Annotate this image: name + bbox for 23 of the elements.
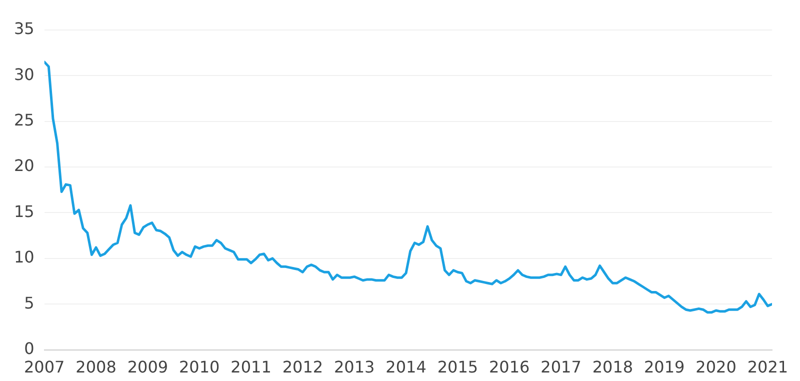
y-tick-label: 15 (14, 202, 34, 221)
y-tick-label: 20 (14, 156, 34, 176)
x-tick-label: 2017 (540, 358, 582, 377)
y-tick-label: 35 (14, 19, 34, 38)
x-tick-label: 2015 (437, 358, 478, 377)
y-tick-label: 5 (24, 293, 34, 312)
x-tick-label: 2013 (334, 358, 375, 377)
x-tick-label: 2021 (747, 358, 788, 377)
y-tick-label: 0 (24, 338, 34, 358)
x-tick-label: 2014 (386, 358, 426, 377)
x-tick-label: 2019 (644, 358, 685, 377)
y-tick-label: 25 (14, 110, 34, 130)
y-tick-label: 10 (14, 248, 34, 267)
x-tick-label: 2010 (179, 358, 220, 377)
y-tick-label: 30 (14, 64, 34, 84)
x-tick-label: 2012 (282, 358, 324, 377)
x-tick-label: 2011 (230, 358, 272, 377)
x-tick-label: 2020 (696, 358, 736, 377)
x-tick-label: 2016 (489, 358, 530, 377)
x-tick-label: 2008 (76, 358, 116, 377)
x-tick-label: 2009 (127, 358, 168, 377)
x-tick-label: 2007 (24, 358, 65, 377)
x-tick-label: 2018 (592, 358, 634, 377)
